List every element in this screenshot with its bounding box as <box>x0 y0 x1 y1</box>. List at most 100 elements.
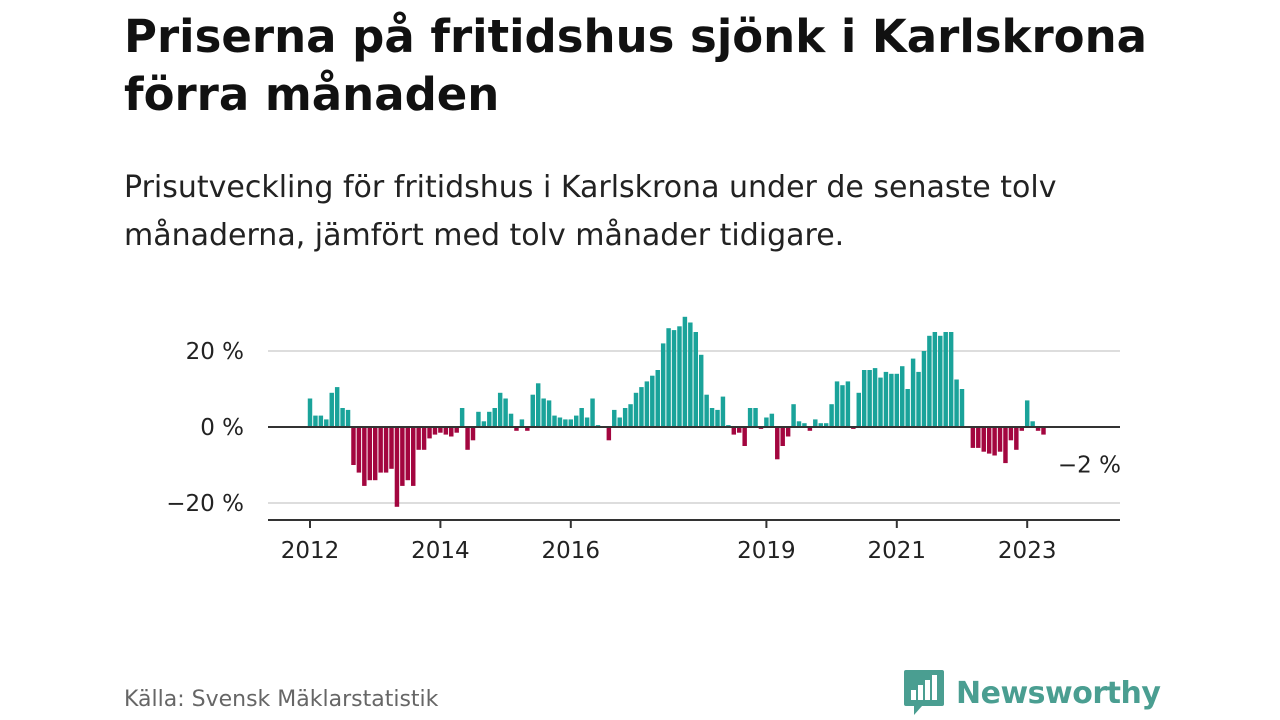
bar <box>932 332 938 427</box>
bar <box>900 366 905 427</box>
bar <box>698 354 704 427</box>
bar <box>584 417 590 427</box>
bar <box>785 427 791 437</box>
bar <box>682 316 688 427</box>
bar <box>628 404 633 427</box>
bar <box>715 409 720 427</box>
bar <box>432 427 438 435</box>
bar <box>834 381 840 427</box>
bar <box>383 427 389 473</box>
bar <box>769 413 775 427</box>
bar <box>823 423 829 427</box>
chart-subtitle: Prisutveckling för fritidshus i Karlskro… <box>124 170 1057 253</box>
y-tick-label: 20 % <box>186 339 244 365</box>
bar <box>622 408 628 427</box>
bar <box>449 427 454 437</box>
bar <box>525 427 530 431</box>
bar <box>666 328 671 427</box>
bar <box>742 427 747 446</box>
bar <box>791 404 796 427</box>
bar <box>378 427 383 473</box>
bar <box>465 427 470 450</box>
bar <box>916 371 921 427</box>
x-tick-label: 2023 <box>998 538 1057 564</box>
bar <box>943 332 948 427</box>
bar <box>329 392 334 427</box>
bar <box>367 427 372 481</box>
x-tick-label: 2012 <box>281 538 340 564</box>
bar <box>883 371 889 427</box>
bar <box>1014 427 1019 450</box>
bar <box>856 392 861 427</box>
bar <box>764 417 769 427</box>
bar <box>530 394 535 427</box>
bar <box>574 415 579 427</box>
bar <box>508 413 514 427</box>
bar <box>389 427 394 469</box>
newsworthy-bar-chart-icon <box>904 670 944 715</box>
bar <box>606 427 612 441</box>
bar <box>954 379 959 427</box>
bar <box>845 381 851 427</box>
bar <box>356 427 362 473</box>
bar <box>796 421 802 427</box>
bar <box>546 400 552 427</box>
bar <box>981 427 986 452</box>
bar <box>313 415 318 427</box>
bar <box>612 409 617 427</box>
bar <box>644 381 650 427</box>
bar <box>557 417 563 427</box>
bar <box>351 427 356 465</box>
bar <box>737 427 742 433</box>
bar <box>476 411 481 427</box>
bar <box>927 335 932 427</box>
bar <box>878 377 883 427</box>
bar-chart: 20 % 0 % −20 % 2012 2014 2016 2019 2021 2023 −2 % <box>166 316 1121 564</box>
bar <box>454 427 459 433</box>
bar <box>394 427 400 507</box>
bar <box>497 392 503 427</box>
bar <box>1030 421 1035 427</box>
bar <box>997 427 1003 452</box>
bar <box>568 419 574 427</box>
bar <box>340 408 345 427</box>
bar <box>921 351 927 427</box>
bar <box>416 427 421 450</box>
bar <box>535 383 541 427</box>
bar <box>688 322 693 427</box>
bar <box>487 411 492 427</box>
bar <box>405 427 411 481</box>
bar <box>905 389 910 427</box>
tick-labels: 20 % 0 % −20 % 2012 2014 2016 2019 2021 2023 −2 % <box>166 339 1121 564</box>
bar <box>590 398 595 427</box>
bar <box>840 385 845 427</box>
y-tick-label: 0 % <box>200 415 244 441</box>
bar <box>1035 427 1041 431</box>
bar <box>318 415 324 427</box>
bar <box>910 358 916 427</box>
bar <box>362 427 367 486</box>
bar <box>720 396 726 427</box>
bar <box>660 343 666 427</box>
bar <box>650 375 655 427</box>
bar <box>813 419 818 427</box>
y-tick-label: −20 % <box>166 491 244 517</box>
brand-name: Newsworthy <box>956 675 1161 711</box>
bar <box>780 427 785 446</box>
bar <box>552 415 557 427</box>
bar <box>470 427 476 441</box>
bar <box>976 427 981 448</box>
bar <box>818 423 823 427</box>
bar <box>1041 427 1046 435</box>
bar <box>514 427 519 431</box>
bar <box>459 408 465 427</box>
bar <box>948 332 954 427</box>
bar <box>563 419 568 427</box>
bar <box>1003 427 1008 464</box>
bar <box>861 370 867 427</box>
bar <box>503 398 508 427</box>
last-value-annotation: −2 % <box>1058 453 1121 479</box>
bar <box>709 408 715 427</box>
bar <box>372 427 378 481</box>
bar <box>747 408 753 427</box>
